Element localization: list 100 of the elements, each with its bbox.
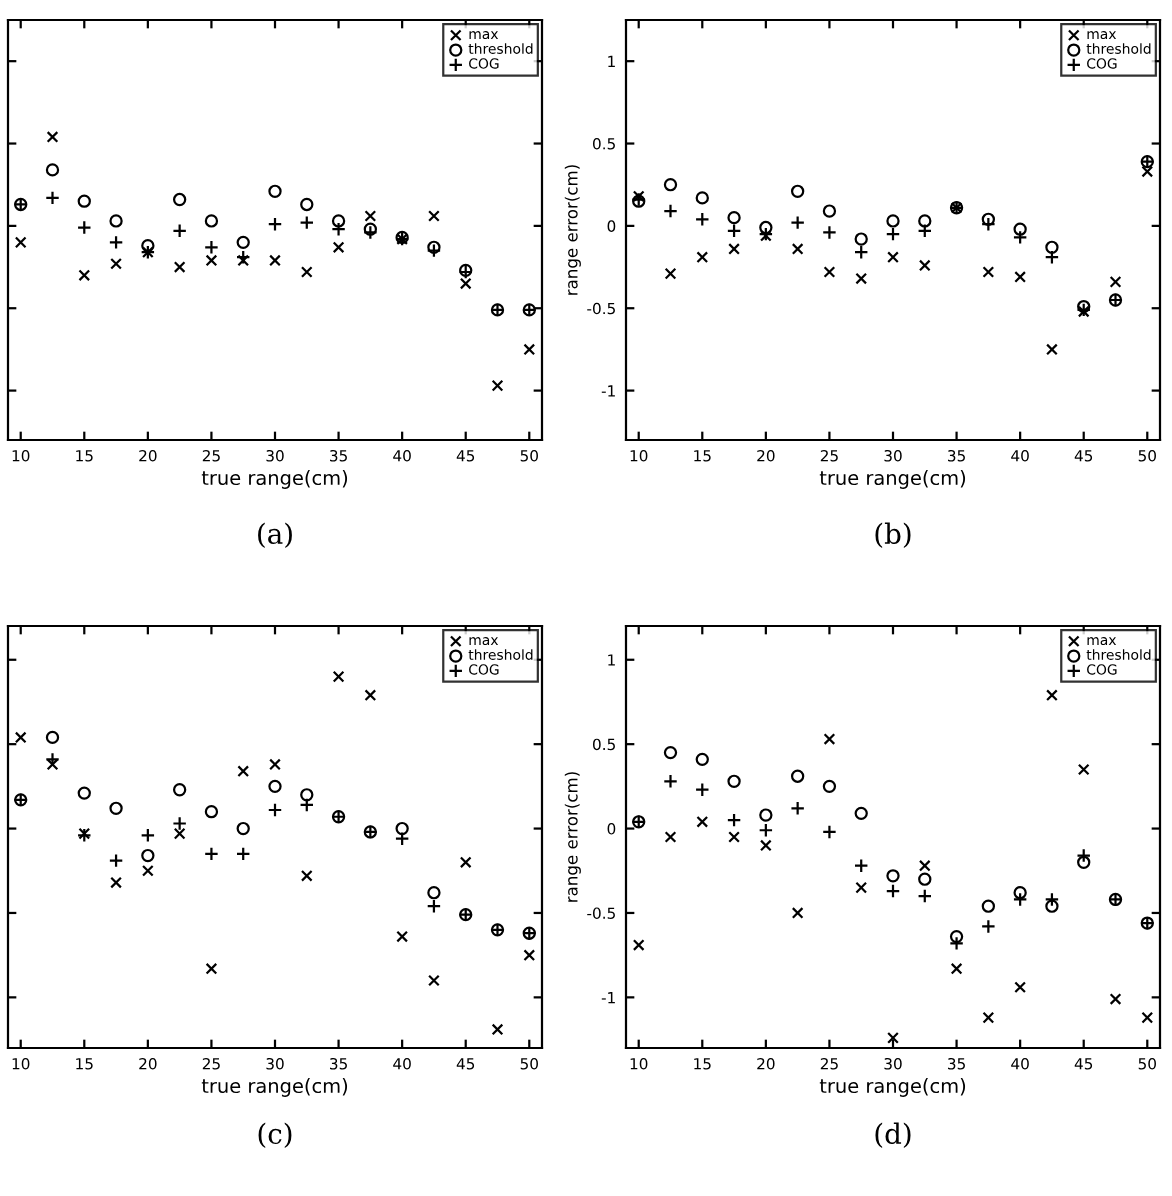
point [267, 216, 283, 232]
point [918, 859, 931, 872]
point [396, 930, 409, 943]
point [76, 220, 92, 235]
point [696, 815, 709, 828]
point [1077, 763, 1090, 776]
point [394, 831, 410, 847]
point [1046, 343, 1058, 356]
point [1012, 892, 1028, 907]
point [332, 241, 345, 254]
point [300, 266, 313, 278]
point [822, 225, 837, 240]
point [791, 243, 804, 255]
point [235, 846, 251, 862]
point [855, 881, 868, 894]
point [78, 269, 91, 282]
point [299, 797, 315, 813]
point [855, 272, 868, 285]
point [790, 215, 805, 230]
point [45, 190, 60, 206]
point [1014, 981, 1027, 994]
point [237, 765, 250, 778]
point [237, 254, 250, 267]
point [110, 257, 122, 270]
point [726, 812, 742, 828]
point [108, 235, 124, 250]
text: (b) [875, 522, 911, 548]
point [1141, 1011, 1154, 1024]
point [205, 254, 218, 267]
point [491, 379, 504, 392]
point [428, 210, 440, 222]
y-axis-title: range error(cm) [564, 165, 581, 295]
point [140, 827, 156, 843]
point [887, 1031, 899, 1044]
point [491, 1023, 504, 1036]
x-axis-title: true range(cm) [201, 470, 348, 489]
y-axis-title: range error(cm) [564, 772, 581, 902]
point [885, 883, 901, 899]
point [694, 211, 710, 227]
point [663, 203, 678, 219]
point [364, 210, 377, 222]
point [918, 259, 931, 272]
point [1046, 689, 1058, 702]
point [1109, 993, 1122, 1005]
text: (c) [258, 1122, 292, 1148]
point [1012, 230, 1028, 245]
point [728, 243, 740, 255]
point [853, 858, 869, 874]
point [269, 758, 281, 771]
point [364, 689, 377, 702]
point [853, 244, 869, 260]
point [204, 846, 219, 862]
point [172, 223, 187, 239]
point [299, 215, 315, 230]
x-axis-title: true range(cm) [201, 1078, 348, 1097]
point [822, 824, 837, 840]
point [459, 277, 472, 290]
point [300, 869, 313, 882]
point [664, 267, 677, 280]
point [267, 802, 283, 818]
point [108, 853, 124, 868]
point [523, 343, 536, 356]
point [459, 856, 472, 869]
point [141, 864, 154, 877]
point [823, 266, 836, 278]
point [1044, 892, 1060, 907]
point [663, 773, 678, 789]
x-axis-title: true range(cm) [819, 1078, 966, 1097]
point [758, 822, 774, 838]
point [173, 827, 186, 840]
point [950, 962, 963, 975]
point [173, 261, 186, 273]
point [887, 251, 899, 264]
point [728, 831, 740, 843]
point [981, 919, 996, 934]
point [823, 733, 836, 746]
point [726, 223, 742, 239]
point [14, 236, 27, 249]
point [428, 974, 440, 987]
point [1141, 165, 1154, 178]
point [205, 962, 218, 975]
point [14, 731, 27, 744]
x-axis-title: true range(cm) [819, 470, 966, 489]
point [917, 888, 933, 904]
point [759, 839, 772, 852]
point [1044, 249, 1060, 265]
point [332, 670, 345, 683]
point [982, 1011, 995, 1024]
point [790, 800, 805, 816]
point [1109, 275, 1122, 288]
text: (a) [258, 522, 292, 548]
point [694, 782, 710, 798]
point [982, 266, 995, 278]
point [885, 226, 901, 242]
point [791, 907, 804, 919]
point [1077, 299, 1091, 314]
point [1014, 271, 1027, 283]
point [664, 831, 677, 843]
point [172, 816, 187, 831]
point [110, 876, 122, 889]
